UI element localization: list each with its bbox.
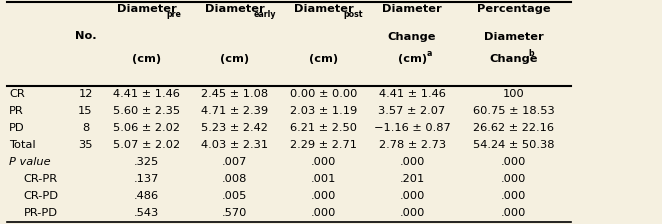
Text: .000: .000 — [501, 208, 526, 218]
Text: 4.03 ± 2.31: 4.03 ± 2.31 — [201, 140, 268, 150]
Text: .005: .005 — [222, 191, 248, 201]
Text: .001: .001 — [311, 174, 336, 184]
Text: 5.06 ± 2.02: 5.06 ± 2.02 — [113, 123, 180, 133]
Text: .543: .543 — [134, 208, 159, 218]
Text: 4.71 ± 2.39: 4.71 ± 2.39 — [201, 106, 268, 116]
Text: .000: .000 — [399, 157, 425, 167]
Text: 0.00 ± 0.00: 0.00 ± 0.00 — [290, 89, 357, 99]
Text: (cm): (cm) — [398, 54, 426, 64]
Text: .486: .486 — [134, 191, 159, 201]
Text: Change: Change — [489, 54, 538, 64]
Text: PR-PD: PR-PD — [23, 208, 58, 218]
Text: 8: 8 — [82, 123, 89, 133]
Text: 4.41 ± 1.46: 4.41 ± 1.46 — [379, 89, 446, 99]
Text: 12: 12 — [78, 89, 93, 99]
Text: .000: .000 — [501, 191, 526, 201]
Text: 6.21 ± 2.50: 6.21 ± 2.50 — [290, 123, 357, 133]
Text: CR-PD: CR-PD — [23, 191, 58, 201]
Text: .000: .000 — [399, 208, 425, 218]
Text: pre: pre — [166, 10, 181, 19]
Text: 26.62 ± 22.16: 26.62 ± 22.16 — [473, 123, 554, 133]
Text: 2.45 ± 1.08: 2.45 ± 1.08 — [201, 89, 268, 99]
Text: .000: .000 — [501, 174, 526, 184]
Text: 5.60 ± 2.35: 5.60 ± 2.35 — [113, 106, 180, 116]
Text: .000: .000 — [399, 191, 425, 201]
Text: 60.75 ± 18.53: 60.75 ± 18.53 — [473, 106, 555, 116]
Text: Change: Change — [388, 32, 436, 42]
Text: 2.29 ± 2.71: 2.29 ± 2.71 — [290, 140, 357, 150]
Text: PD: PD — [9, 123, 25, 133]
Text: .000: .000 — [311, 191, 336, 201]
Text: .570: .570 — [222, 208, 248, 218]
Text: a: a — [426, 49, 432, 58]
Text: −1.16 ± 0.87: −1.16 ± 0.87 — [374, 123, 450, 133]
Text: .325: .325 — [134, 157, 159, 167]
Text: 2.78 ± 2.73: 2.78 ± 2.73 — [379, 140, 446, 150]
Text: 2.03 ± 1.19: 2.03 ± 1.19 — [290, 106, 357, 116]
Text: Diameter: Diameter — [382, 4, 442, 14]
Text: .008: .008 — [222, 174, 248, 184]
Text: CR-PR: CR-PR — [23, 174, 58, 184]
Text: 100: 100 — [502, 89, 524, 99]
Text: 35: 35 — [78, 140, 93, 150]
Text: .007: .007 — [222, 157, 248, 167]
Text: CR: CR — [9, 89, 25, 99]
Text: (cm): (cm) — [309, 54, 338, 64]
Text: Diameter: Diameter — [484, 32, 544, 42]
Text: .000: .000 — [501, 157, 526, 167]
Text: PR: PR — [9, 106, 24, 116]
Text: 4.41 ± 1.46: 4.41 ± 1.46 — [113, 89, 180, 99]
Text: post: post — [343, 10, 363, 19]
Text: .000: .000 — [311, 208, 336, 218]
Text: Total: Total — [9, 140, 36, 150]
Text: 54.24 ± 50.38: 54.24 ± 50.38 — [473, 140, 554, 150]
Text: 3.57 ± 2.07: 3.57 ± 2.07 — [379, 106, 446, 116]
Text: (cm): (cm) — [220, 54, 249, 64]
Text: Percentage: Percentage — [477, 4, 550, 14]
Text: 5.07 ± 2.02: 5.07 ± 2.02 — [113, 140, 180, 150]
Text: Diameter: Diameter — [205, 4, 265, 14]
Text: .137: .137 — [134, 174, 159, 184]
Text: .000: .000 — [311, 157, 336, 167]
Text: (cm): (cm) — [132, 54, 161, 64]
Text: Diameter: Diameter — [294, 4, 354, 14]
Text: b: b — [528, 49, 534, 58]
Text: P value: P value — [9, 157, 51, 167]
Text: .201: .201 — [399, 174, 425, 184]
Text: 5.23 ± 2.42: 5.23 ± 2.42 — [201, 123, 268, 133]
Text: early: early — [254, 10, 277, 19]
Text: Diameter: Diameter — [117, 4, 176, 14]
Text: No.: No. — [75, 31, 96, 41]
Text: 15: 15 — [78, 106, 93, 116]
